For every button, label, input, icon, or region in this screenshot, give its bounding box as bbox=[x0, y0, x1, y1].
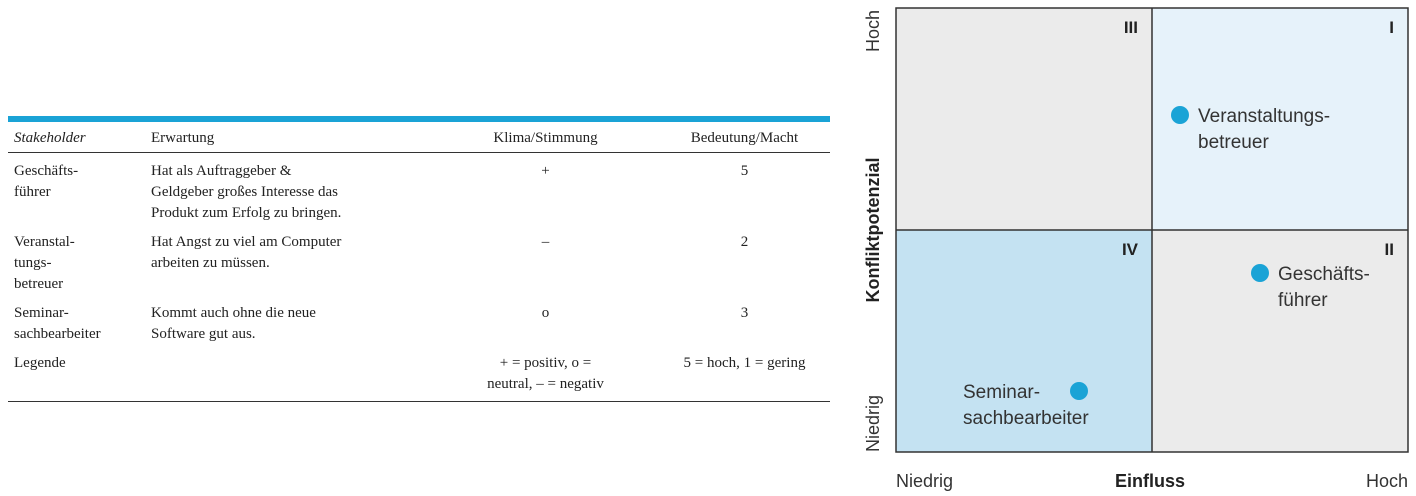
table-row: Veranstal- tungs- betreuer Hat Angst zu … bbox=[8, 224, 830, 295]
cell-stakeholder: Legende bbox=[8, 345, 145, 395]
cell-erwartung bbox=[145, 345, 432, 395]
cell-line: sachbearbeiter bbox=[14, 326, 101, 342]
cell-line: betreuer bbox=[14, 276, 64, 292]
point-label: betreuer bbox=[1198, 132, 1269, 153]
quadrant-ii bbox=[1152, 230, 1408, 452]
cell-line: 5 bbox=[740, 163, 749, 179]
cell-klima: o bbox=[432, 295, 659, 345]
table-accent-bar bbox=[8, 116, 830, 122]
x-axis-high-label: Hoch bbox=[1366, 471, 1408, 491]
point-label: sachbearbeiter bbox=[963, 408, 1089, 429]
header-macht: Bedeutung/Macht bbox=[659, 122, 830, 153]
cell-line: – bbox=[541, 234, 550, 250]
cell-line: Geschäfts- bbox=[14, 163, 79, 179]
cell-line: Hat Angst zu viel am Computer bbox=[151, 234, 342, 250]
cell-line: 5 = hoch, 1 = gering bbox=[683, 355, 806, 371]
cell-stakeholder: Geschäfts- führer bbox=[8, 153, 145, 225]
y-axis-high-label: Hoch bbox=[863, 10, 883, 52]
cell-line: führer bbox=[14, 184, 51, 200]
cell-line: + bbox=[541, 163, 550, 179]
cell-line: Seminar- bbox=[14, 305, 69, 321]
stakeholder-table: Stakeholder Erwartung Klima/Stimmung Bed… bbox=[8, 122, 830, 395]
cell-line: Kommt auch ohne die neue bbox=[151, 305, 316, 321]
stakeholder-table-container: Stakeholder Erwartung Klima/Stimmung Bed… bbox=[8, 116, 830, 402]
header-klima: Klima/Stimmung bbox=[432, 122, 659, 153]
cell-klima: + bbox=[432, 153, 659, 225]
point-geschaeftsfuehrer bbox=[1251, 264, 1269, 282]
cell-line: + = positiv, o = bbox=[499, 355, 592, 371]
cell-line: tungs- bbox=[14, 255, 52, 271]
cell-line: Software gut aus. bbox=[151, 326, 256, 342]
quadrant-label-iv: IV bbox=[1122, 240, 1139, 259]
point-veranstaltungsbetreuer bbox=[1171, 106, 1189, 124]
cell-erwartung: Kommt auch ohne die neue Software gut au… bbox=[145, 295, 432, 345]
point-seminarsachbearbeiter bbox=[1070, 382, 1088, 400]
quadrant-i bbox=[1152, 8, 1408, 230]
quadrant-label-iii: III bbox=[1124, 18, 1138, 37]
cell-stakeholder: Seminar- sachbearbeiter bbox=[8, 295, 145, 345]
quadrant-label-i: I bbox=[1389, 18, 1394, 37]
cell-erwartung: Hat als Auftraggeber & Geldgeber großes … bbox=[145, 153, 432, 225]
point-label: führer bbox=[1278, 290, 1328, 311]
cell-macht: 5 bbox=[659, 153, 830, 225]
cell-line: o bbox=[541, 305, 550, 321]
cell-macht: 5 = hoch, 1 = gering bbox=[659, 345, 830, 395]
stakeholder-matrix: III I IV II Veranstaltungs- betreuer Ges… bbox=[863, 7, 1409, 491]
cell-line: Produkt zum Erfolg zu bringen. bbox=[151, 205, 342, 221]
cell-line: 3 bbox=[740, 305, 749, 321]
cell-line: Hat als Auftraggeber & bbox=[151, 163, 292, 179]
table-header-row: Stakeholder Erwartung Klima/Stimmung Bed… bbox=[8, 122, 830, 153]
cell-line: Legende bbox=[14, 355, 66, 371]
cell-stakeholder: Veranstal- tungs- betreuer bbox=[8, 224, 145, 295]
cell-line: arbeiten zu müssen. bbox=[151, 255, 270, 271]
cell-macht: 2 bbox=[659, 224, 830, 295]
point-label: Geschäfts- bbox=[1278, 264, 1370, 285]
header-stakeholder: Stakeholder bbox=[8, 122, 145, 153]
quadrant-iv bbox=[896, 230, 1152, 452]
cell-macht: 3 bbox=[659, 295, 830, 345]
quadrant-label-ii: II bbox=[1385, 240, 1394, 259]
x-axis-title: Einfluss bbox=[1115, 471, 1185, 491]
cell-line: Veranstal- bbox=[14, 234, 75, 250]
cell-klima: + = positiv, o = neutral, – = negativ bbox=[432, 345, 659, 395]
x-axis-low-label: Niedrig bbox=[896, 471, 953, 491]
table-row: Geschäfts- führer Hat als Auftraggeber &… bbox=[8, 153, 830, 225]
cell-line: Geldgeber großes Interesse das bbox=[151, 184, 339, 200]
table-row: Seminar- sachbearbeiter Kommt auch ohne … bbox=[8, 295, 830, 345]
y-axis-low-label: Niedrig bbox=[863, 395, 883, 452]
point-label: Veranstaltungs- bbox=[1198, 106, 1330, 127]
cell-line: 2 bbox=[740, 234, 749, 250]
table-row-legend: Legende + = positiv, o = neutral, – = ne… bbox=[8, 345, 830, 395]
header-erwartung: Erwartung bbox=[145, 122, 432, 153]
point-label: Seminar- bbox=[963, 382, 1040, 403]
quadrant-iii bbox=[896, 8, 1152, 230]
y-axis-title: Konfliktpotenzial bbox=[863, 158, 883, 303]
table-bottom-rule bbox=[8, 401, 830, 402]
cell-klima: – bbox=[432, 224, 659, 295]
cell-line: neutral, – = negativ bbox=[487, 376, 604, 392]
cell-erwartung: Hat Angst zu viel am Computer arbeiten z… bbox=[145, 224, 432, 295]
